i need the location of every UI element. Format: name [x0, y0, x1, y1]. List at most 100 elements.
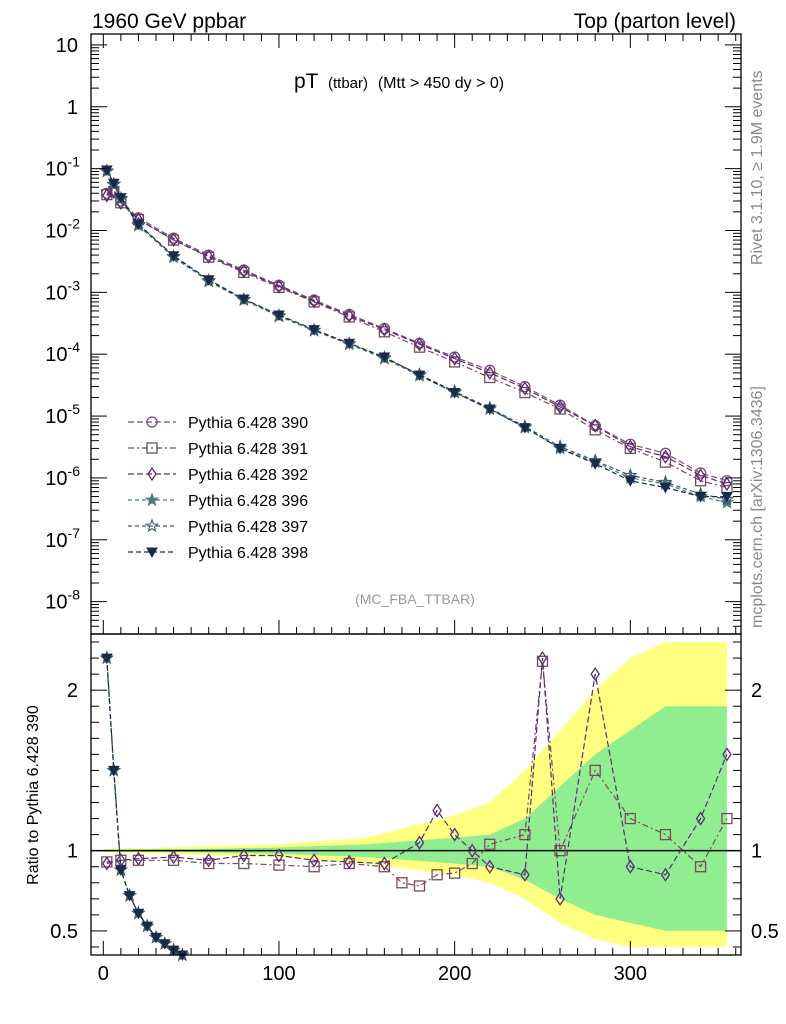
legend-entry: Pythia 6.428 391 — [128, 441, 308, 458]
ratio-frame — [90, 633, 742, 956]
data-point — [554, 443, 566, 455]
ratio-point — [413, 880, 426, 892]
data-point — [624, 476, 637, 487]
data-point — [590, 418, 600, 433]
ratio-ytick-label-right: 1 — [751, 841, 762, 863]
ratio-point — [431, 869, 443, 881]
data-point — [167, 251, 180, 262]
ratio-point — [133, 851, 144, 866]
ratio-point — [379, 856, 390, 871]
ratio-ytick-label: 0.5 — [50, 921, 78, 943]
data-point — [694, 475, 707, 487]
legend-marker — [146, 442, 158, 454]
data-point — [107, 178, 120, 190]
ratio-point — [414, 835, 425, 850]
ratio-point — [589, 764, 601, 777]
ytick-label: 1 — [67, 97, 78, 119]
ytick-label: 10-5 — [45, 401, 80, 428]
ratio-ytick-label: 2 — [67, 680, 78, 702]
ratio-point — [590, 666, 600, 682]
data-point — [378, 352, 391, 364]
data-point — [659, 483, 672, 494]
data-point — [343, 338, 356, 350]
plot-title-main: pT — [294, 70, 319, 93]
ratio-point — [721, 812, 733, 825]
mcplots-label: mcplots.cern.ch [arXiv:1306.3436] — [749, 386, 766, 628]
data-point — [721, 492, 733, 503]
legend-marker — [146, 416, 158, 428]
data-point — [449, 351, 460, 366]
ratio-point — [484, 838, 496, 850]
ratio-point — [448, 867, 461, 879]
data-point — [202, 275, 215, 286]
series-pythia-6.428-398 — [100, 165, 733, 503]
data-point — [625, 439, 636, 454]
ratio-point — [432, 803, 442, 818]
ratio-point — [624, 812, 636, 825]
xtick-label: 300 — [614, 963, 647, 985]
ratio-point — [102, 856, 112, 871]
legend-label: Pythia 6.428 396 — [188, 493, 308, 510]
legend-label: Pythia 6.428 391 — [188, 441, 308, 458]
data-point — [102, 188, 112, 203]
plot-title: pT (ttbar) (Mtt > 450 dy > 0) — [294, 70, 504, 93]
main-frame — [90, 33, 742, 635]
header-right: Top (parton level) — [574, 10, 736, 33]
series-line — [106, 189, 728, 482]
ytick-label: 10-3 — [45, 277, 80, 304]
legend-marker — [144, 518, 160, 533]
data-point — [274, 279, 284, 294]
data-point — [413, 370, 426, 382]
ytick-label: 10-8 — [45, 587, 80, 614]
ratio-bands — [103, 642, 727, 947]
ratio-point — [396, 877, 408, 889]
ratio-point — [625, 859, 636, 874]
main-axes: 10 1 10-1 10-2 10-3 10-4 10-5 10-6 10-7 10-8 — [45, 33, 742, 635]
ratio-point — [722, 747, 732, 762]
ratio-point — [554, 845, 566, 857]
ratio-point — [466, 857, 478, 870]
data-point — [659, 447, 672, 459]
ratio-point — [123, 891, 136, 902]
data-point — [721, 475, 733, 487]
data-point — [132, 219, 145, 231]
ratio-point — [536, 655, 549, 667]
data-point — [695, 468, 706, 483]
ratio-series-layer — [91, 650, 741, 962]
uncertainty-band — [103, 706, 727, 931]
ratio-point — [203, 853, 214, 868]
ratio-point — [555, 891, 565, 906]
data-point — [520, 381, 530, 396]
ratio-point — [167, 854, 180, 866]
ratio-series-pythia-6.428-397 — [99, 650, 190, 962]
data-point — [308, 325, 320, 336]
legend-label: Pythia 6.428 392 — [188, 467, 308, 484]
ratio-point — [309, 853, 319, 868]
ytick-label: 10-7 — [45, 525, 80, 552]
data-point — [414, 337, 425, 352]
legend-entry: Pythia 6.428 398 — [128, 545, 308, 562]
ratio-point — [520, 867, 530, 882]
data-point — [168, 232, 179, 247]
ratio-line — [106, 658, 183, 956]
xtick-label: 0 — [98, 963, 109, 985]
data-point — [519, 423, 531, 434]
ytick-label: 10 — [56, 35, 78, 57]
ratio-point — [115, 865, 127, 876]
ytick-label: 10-1 — [45, 154, 80, 181]
ratio-point — [660, 867, 671, 882]
ratio-point — [695, 811, 706, 826]
legend-entry: Pythia 6.428 390 — [128, 415, 308, 432]
data-point — [589, 424, 601, 436]
plot-title-rest: (Mtt > 450 dy > 0) — [378, 75, 504, 92]
ratio-point — [239, 848, 249, 863]
ratio-point — [273, 859, 285, 871]
ratio-point — [659, 828, 672, 841]
data-point — [379, 322, 390, 337]
data-point — [483, 404, 496, 416]
ratio-point — [107, 765, 120, 777]
ratio-series-pythia-6.428-398 — [100, 653, 189, 962]
ratio-point — [168, 849, 179, 865]
ratio-point — [694, 861, 707, 873]
data-point — [309, 293, 319, 309]
